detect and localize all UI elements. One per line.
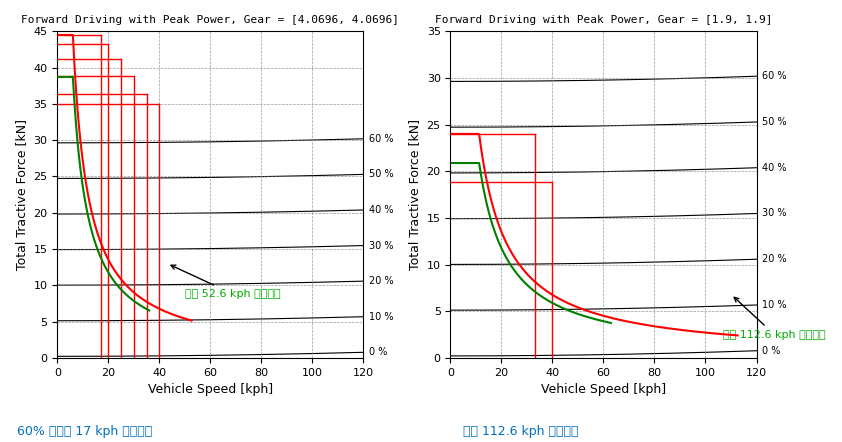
Text: 40 %: 40 % <box>369 205 393 215</box>
Text: 60 %: 60 % <box>762 71 786 81</box>
Text: 60 %: 60 % <box>369 134 393 144</box>
X-axis label: Vehicle Speed [kph]: Vehicle Speed [kph] <box>148 383 273 396</box>
Text: 30 %: 30 % <box>369 240 393 251</box>
Text: 40 %: 40 % <box>762 163 786 173</box>
Text: 50 %: 50 % <box>369 169 393 179</box>
Title: Forward Driving with Peak Power, Gear = [1.9, 1.9]: Forward Driving with Peak Power, Gear = … <box>434 15 772 25</box>
Text: 60% 경사지 17 kph 주행가능: 60% 경사지 17 kph 주행가능 <box>17 425 152 438</box>
Text: 20 %: 20 % <box>762 254 786 264</box>
Text: 30 %: 30 % <box>762 209 786 218</box>
Text: 최대 112.6 kph 주행가능: 최대 112.6 kph 주행가능 <box>463 425 578 438</box>
Y-axis label: Total Tractive Force [kN]: Total Tractive Force [kN] <box>15 119 28 270</box>
X-axis label: Vehicle Speed [kph]: Vehicle Speed [kph] <box>541 383 666 396</box>
Text: 10 %: 10 % <box>369 312 393 322</box>
Y-axis label: Total Tractive Force [kN]: Total Tractive Force [kN] <box>408 119 421 270</box>
Text: 10 %: 10 % <box>762 300 786 310</box>
Text: 최대 52.6 kph 주행가능: 최대 52.6 kph 주행가능 <box>171 265 280 299</box>
Text: 20 %: 20 % <box>369 276 393 286</box>
Text: 0 %: 0 % <box>762 346 780 356</box>
Text: 최대 112.6 kph 주행가능: 최대 112.6 kph 주행가능 <box>723 297 826 340</box>
Text: 0 %: 0 % <box>369 347 387 357</box>
Title: Forward Driving with Peak Power, Gear = [4.0696, 4.0696]: Forward Driving with Peak Power, Gear = … <box>21 15 399 25</box>
Text: 50 %: 50 % <box>762 117 786 127</box>
